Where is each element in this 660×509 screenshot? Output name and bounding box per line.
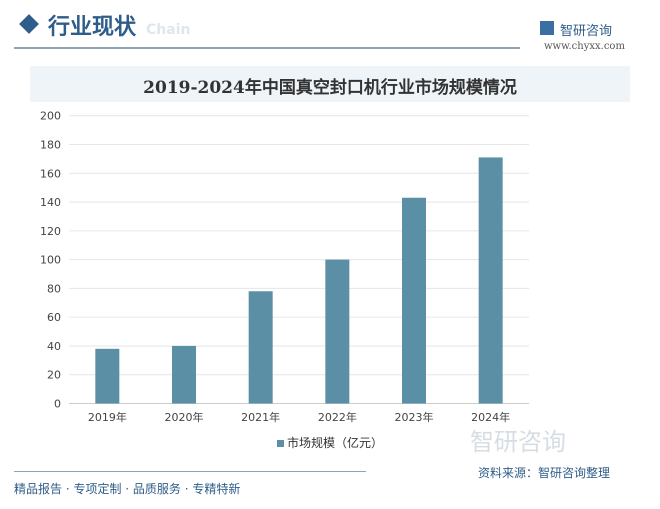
y-tick-label: 0 — [54, 398, 61, 411]
section-title: 行业现状 — [48, 14, 137, 40]
bar — [402, 197, 426, 404]
y-tick-label: 160 — [40, 167, 61, 180]
x-tick-label: 2022年 — [318, 410, 357, 424]
logo-icon — [540, 21, 554, 35]
watermark-logo: 智研咨询 — [470, 428, 566, 456]
bar — [172, 345, 196, 404]
source-note: 资料来源：智研咨询整理 — [478, 466, 611, 480]
bar — [248, 291, 273, 404]
x-tick-label: 2019年 — [88, 410, 127, 424]
header-divider — [14, 47, 520, 49]
chart-title: 2019-2024年中国真空封口机行业市场规模情况 — [143, 78, 517, 98]
y-tick-label: 120 — [40, 225, 61, 238]
title-banner — [30, 66, 630, 102]
x-tick-label: 2020年 — [165, 410, 204, 424]
bar — [478, 157, 503, 404]
y-tick-label: 200 — [40, 110, 61, 123]
section-subtitle: Chain — [146, 22, 191, 38]
bar — [325, 259, 350, 404]
x-tick-label: 2021年 — [241, 410, 280, 424]
logo-text: 智研咨询 — [560, 24, 613, 39]
legend: 市场规模（亿元） — [0, 434, 660, 451]
legend-swatch — [276, 440, 284, 447]
bar-chart: 0 20 40 60 80 100 120 140 160 180 200 2019年 2020年 202… — [40, 110, 529, 424]
y-tick-label: 40 — [47, 340, 61, 353]
y-tick-label: 140 — [40, 196, 61, 209]
y-tick-label: 60 — [47, 311, 61, 324]
x-tick-label: 2024年 — [471, 410, 510, 424]
footer-divider — [14, 471, 366, 472]
legend-label: 市场规模（亿元） — [286, 436, 383, 450]
logo-url: www.chyxx.com — [544, 41, 625, 52]
x-tick-label: 2023年 — [395, 410, 434, 424]
footer-tagline: 精品报告 · 专项定制 · 品质服务 · 专精特新 — [14, 482, 241, 496]
bar — [95, 348, 120, 404]
y-tick-label: 180 — [40, 138, 61, 151]
y-tick-label: 100 — [40, 254, 61, 267]
y-tick-label: 20 — [47, 369, 61, 382]
y-tick-label: 80 — [47, 282, 61, 295]
